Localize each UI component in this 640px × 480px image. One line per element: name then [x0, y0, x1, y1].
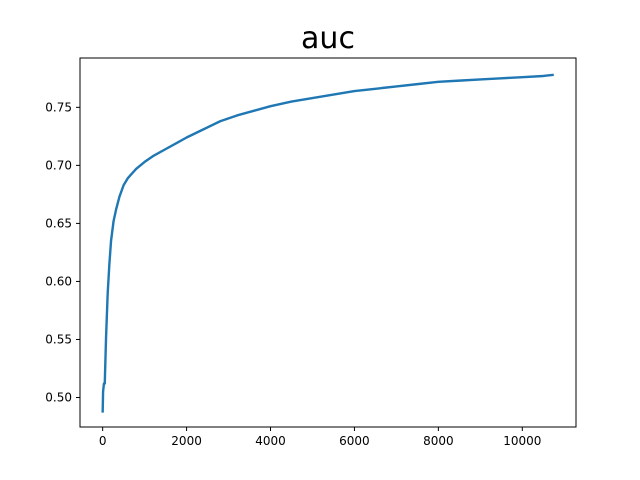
- x-tick-label: 4000: [255, 434, 286, 448]
- y-tick-label: 0.65: [45, 216, 72, 230]
- x-tick-label: 6000: [339, 434, 370, 448]
- y-tick-label: 0.70: [45, 158, 72, 172]
- y-tick-label: 0.60: [45, 274, 72, 288]
- series-line-0: [101, 73, 554, 413]
- plot-area-frame: [79, 57, 577, 428]
- y-tick-label: 0.50: [45, 391, 72, 405]
- y-tick-label: 0.55: [45, 332, 72, 346]
- chart-title: auc: [301, 21, 355, 56]
- y-axis: 0.50 0.55 0.60 0.65 0.70 0.75: [45, 100, 80, 405]
- y-tick-label: 0.75: [45, 100, 72, 114]
- x-axis: 0 2000 4000 6000 8000 10000: [99, 427, 541, 448]
- x-tick-label: 0: [99, 434, 107, 448]
- x-tick-label: 8000: [423, 434, 454, 448]
- x-tick-label: 10000: [503, 434, 541, 448]
- x-tick-label: 2000: [171, 434, 202, 448]
